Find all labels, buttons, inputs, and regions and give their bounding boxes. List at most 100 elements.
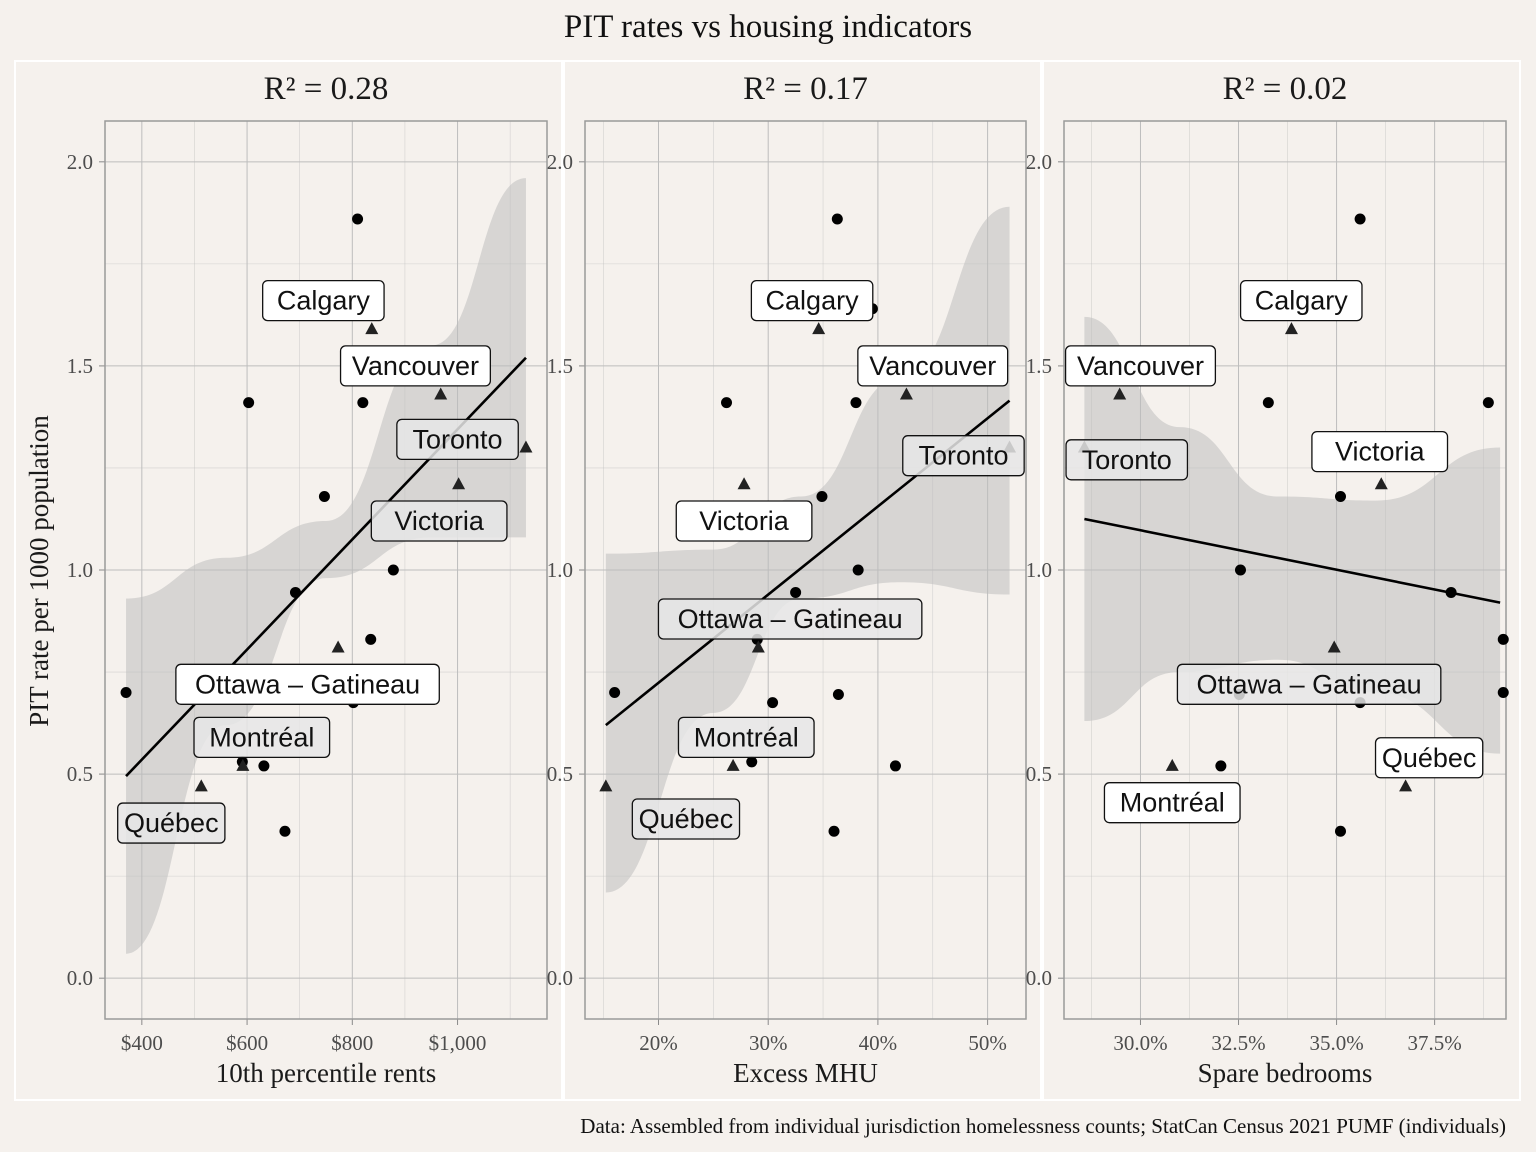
y-tick-label: 2.0 bbox=[1026, 150, 1052, 174]
city-label-box bbox=[339, 345, 492, 387]
x-tick-label: 30% bbox=[749, 1031, 788, 1055]
data-point-triangle bbox=[1399, 779, 1413, 792]
facet-strip-label: R² = 0.17 bbox=[743, 71, 868, 107]
data-point-triangle bbox=[812, 322, 826, 335]
city-label: Montréal bbox=[193, 716, 331, 759]
facet-strip-label: R² = 0.02 bbox=[1223, 71, 1348, 107]
data-point-circle bbox=[831, 213, 843, 225]
facet-frame bbox=[563, 60, 1042, 1101]
x-tick-label: 50% bbox=[968, 1031, 1007, 1055]
facet-panel-1: R² = 0.28 0.0 0.5 1.0 1.5 2.0 $400 $600 $800 $1,0… bbox=[14, 60, 563, 1101]
city-label-text: Calgary bbox=[277, 286, 371, 316]
facet-frame bbox=[1042, 60, 1521, 1101]
city-label-box bbox=[675, 500, 813, 542]
city-label-text: Ottawa – Gatineau bbox=[678, 604, 903, 634]
data-point-circle bbox=[1497, 686, 1509, 698]
city-label-box bbox=[117, 802, 226, 844]
x-tick-label: 37.5% bbox=[1407, 1031, 1461, 1055]
data-point-triangle bbox=[1113, 387, 1127, 400]
city-label-box bbox=[1311, 430, 1449, 473]
city-label-text: Victoria bbox=[1335, 437, 1426, 467]
data-point-triangle bbox=[1165, 758, 1179, 771]
data-point-circle bbox=[790, 586, 802, 598]
city-label-text: Victoria bbox=[699, 506, 790, 536]
city-label: Québec bbox=[1374, 737, 1484, 779]
data-point-triangle bbox=[434, 387, 448, 400]
x-axis-title: Excess MHU bbox=[733, 1058, 878, 1088]
facet-panels: R² = 0.28 0.0 0.5 1.0 1.5 2.0 $400 $600 $800 $1,0… bbox=[14, 60, 1521, 1101]
city-label-box bbox=[175, 663, 440, 705]
city-label: Vancouver bbox=[339, 345, 492, 387]
data-point-circle bbox=[767, 697, 779, 709]
data-point-circle bbox=[120, 686, 132, 698]
y-axis-title: PIT rate per 1000 population bbox=[24, 415, 54, 727]
panel-border bbox=[1063, 120, 1507, 1020]
data-point-circle bbox=[1334, 491, 1346, 503]
city-label: Ottawa – Gatineau bbox=[657, 598, 923, 640]
city-label: Toronto bbox=[1065, 439, 1189, 481]
y-tick-label: 0.5 bbox=[547, 762, 573, 786]
city-label-text: Calgary bbox=[1255, 286, 1349, 316]
city-label: Ottawa – Gatineau bbox=[175, 663, 440, 705]
data-point-circle bbox=[746, 756, 758, 768]
city-label-box bbox=[631, 798, 741, 840]
data-point-triangle bbox=[236, 758, 250, 771]
data-point-circle bbox=[1354, 213, 1366, 225]
data-point-circle bbox=[609, 686, 621, 698]
facet-panel-3: R² = 0.02 0.0 0.5 1.0 1.5 2.0 30.0% 32.5% 35.0% 3… bbox=[1026, 60, 1521, 1101]
y-tick-label: 1.0 bbox=[547, 558, 573, 582]
data-point-circle bbox=[721, 397, 733, 409]
data-point-circle bbox=[816, 491, 828, 503]
city-label-box bbox=[396, 418, 519, 461]
data-point-circle bbox=[889, 760, 901, 772]
data-point-circle bbox=[1334, 825, 1346, 837]
data-point-circle bbox=[828, 825, 840, 837]
y-tick-label: 0.5 bbox=[67, 762, 93, 786]
x-tick-label: $600 bbox=[226, 1031, 268, 1055]
city-label-text: Toronto bbox=[413, 424, 503, 454]
x-tick-label: 40% bbox=[859, 1031, 898, 1055]
data-point-circle bbox=[832, 688, 844, 700]
data-point-circle bbox=[289, 586, 301, 598]
data-point-circle bbox=[1215, 760, 1227, 772]
city-label-box bbox=[902, 435, 1025, 477]
panel-border bbox=[104, 120, 548, 1020]
city-label: Montréal bbox=[677, 716, 815, 759]
x-tick-label: 30.0% bbox=[1113, 1031, 1167, 1055]
data-point-circle bbox=[1497, 633, 1509, 645]
facet-panel-2: R² = 0.17 0.0 0.5 1.0 1.5 2.0 20% 30% 40% 50% Calg… bbox=[547, 60, 1042, 1101]
data-point-triangle bbox=[365, 322, 379, 335]
city-label-box bbox=[657, 598, 923, 640]
y-tick-label: 1.5 bbox=[1026, 354, 1052, 378]
data-point-triangle bbox=[1327, 640, 1341, 653]
city-label-box bbox=[1064, 345, 1217, 387]
city-label-box bbox=[677, 716, 815, 759]
x-tick-label: 35.0% bbox=[1309, 1031, 1363, 1055]
data-point-triangle bbox=[519, 440, 533, 453]
city-label-text: Vancouver bbox=[869, 351, 996, 381]
city-label-box bbox=[750, 279, 874, 322]
city-label: Calgary bbox=[750, 279, 874, 322]
city-label-text: Montréal bbox=[209, 722, 314, 752]
city-label: Calgary bbox=[262, 279, 385, 322]
y-tick-label: 1.5 bbox=[67, 354, 93, 378]
data-point-circle bbox=[850, 397, 862, 409]
data-point-circle bbox=[1445, 586, 1457, 598]
data-point-triangle bbox=[599, 779, 613, 792]
data-point-triangle bbox=[737, 477, 751, 490]
y-tick-label: 2.0 bbox=[67, 150, 93, 174]
city-label-box bbox=[193, 716, 331, 759]
city-label-box bbox=[1065, 439, 1189, 481]
city-label-box bbox=[1176, 663, 1442, 705]
y-tick-label: 0.0 bbox=[67, 966, 93, 990]
data-point-circle bbox=[352, 213, 364, 225]
data-point-triangle bbox=[751, 640, 765, 653]
city-label-text: Vancouver bbox=[352, 351, 479, 381]
city-label-text: Toronto bbox=[918, 441, 1008, 471]
city-label: Victoria bbox=[1311, 430, 1449, 473]
city-label-box bbox=[1374, 737, 1484, 779]
data-point-circle bbox=[357, 397, 369, 409]
data-point-circle bbox=[365, 633, 377, 645]
facet-strip-label: R² = 0.28 bbox=[264, 71, 389, 107]
x-tick-label: 32.5% bbox=[1211, 1031, 1265, 1055]
